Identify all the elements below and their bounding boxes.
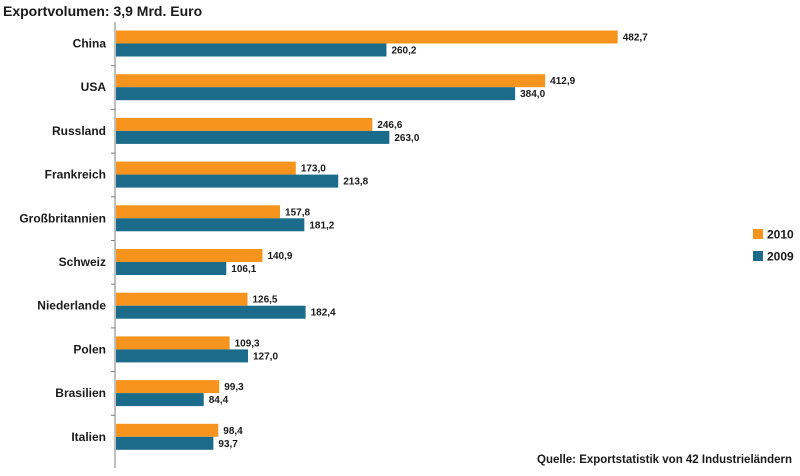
bar-2010 — [116, 117, 373, 131]
data-label-2009: 263,0 — [394, 133, 419, 144]
chart-source: Quelle: Exportstatistik von 42 Industrie… — [537, 454, 792, 466]
data-label-2010: 173,0 — [301, 164, 326, 175]
category-label: Polen — [73, 342, 106, 356]
data-label-2009: 182,4 — [311, 308, 336, 319]
bar-2009 — [116, 87, 516, 101]
bar-2009 — [116, 436, 214, 450]
data-label-2010: 126,5 — [252, 295, 277, 306]
data-label-2009: 181,2 — [309, 220, 334, 231]
legend-swatch-2010 — [753, 229, 763, 239]
legend-swatch-2009 — [753, 251, 763, 261]
data-label-2010: 246,6 — [377, 120, 402, 131]
bar-2009 — [116, 349, 249, 363]
category-label: Großbritannien — [19, 211, 106, 225]
bar-2010 — [116, 423, 219, 437]
data-label-2009: 84,4 — [209, 395, 229, 406]
bar-2010 — [116, 336, 230, 350]
data-label-2009: 106,1 — [231, 264, 256, 275]
category-label: Russland — [52, 124, 106, 138]
legend-label-2009: 2009 — [767, 250, 794, 264]
data-label-2010: 157,8 — [285, 207, 310, 218]
bar-2009 — [116, 218, 305, 232]
category-label: Schweiz — [59, 255, 106, 269]
bar-2009 — [116, 305, 306, 319]
data-label-2010: 140,9 — [267, 251, 292, 262]
data-label-2010: 109,3 — [235, 338, 260, 349]
bar-2010 — [116, 30, 618, 44]
bar-2009 — [116, 174, 339, 188]
bar-2010 — [116, 205, 281, 219]
bar-2010 — [116, 292, 248, 306]
data-label-2010: 412,9 — [550, 76, 575, 87]
bar-2010 — [116, 380, 220, 394]
bar-2010 — [116, 161, 296, 175]
data-label-2009: 384,0 — [520, 89, 545, 100]
data-label-2010: 99,3 — [224, 382, 244, 393]
data-label-2010: 482,7 — [623, 33, 648, 44]
data-label-2010: 98,4 — [223, 426, 243, 437]
legend-label-2010: 2010 — [767, 228, 794, 242]
data-label-2009: 260,2 — [391, 46, 416, 57]
chart-title: Exportvolumen: 3,9 Mrd. Euro — [3, 3, 203, 19]
bar-2009 — [116, 130, 390, 144]
category-label: Brasilien — [55, 386, 106, 400]
category-label: USA — [81, 80, 107, 94]
bar-2009 — [116, 393, 204, 407]
data-label-2009: 93,7 — [218, 439, 238, 450]
data-label-2009: 213,8 — [343, 177, 368, 188]
bar-2009 — [116, 43, 387, 57]
bar-2010 — [116, 249, 263, 262]
category-label: Niederlande — [37, 299, 106, 313]
data-label-2009: 127,0 — [253, 351, 278, 362]
category-label: Frankreich — [45, 168, 106, 182]
category-label: China — [73, 37, 107, 51]
bar-2010 — [116, 74, 546, 88]
bar-2009 — [116, 262, 227, 275]
category-label: Italien — [71, 430, 106, 444]
